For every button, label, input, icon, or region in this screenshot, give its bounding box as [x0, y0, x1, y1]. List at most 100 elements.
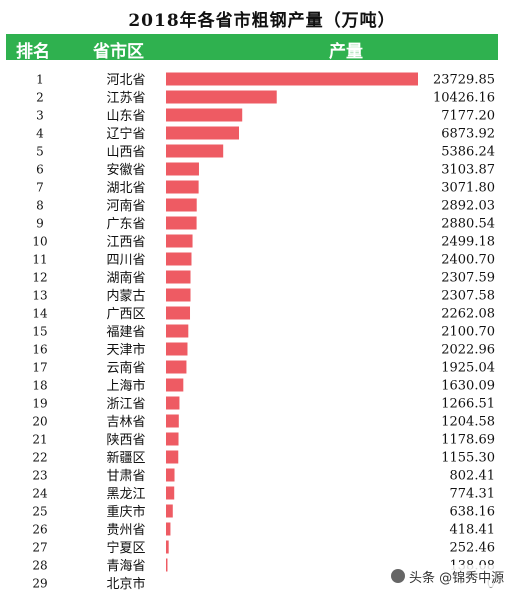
category-label: 新疆区	[106, 450, 145, 466]
category-label: 浙江省	[106, 397, 145, 412]
rank-label: 23	[32, 469, 47, 483]
category-label: 云南省	[106, 360, 145, 376]
category-label: 江苏省	[106, 90, 145, 106]
rank-label: 14	[32, 307, 48, 321]
value-label: 3071.80	[441, 181, 495, 196]
value-label: 6873.92	[441, 127, 495, 142]
rank-label: 7	[36, 181, 44, 195]
category-label: 辽宁省	[106, 126, 145, 142]
bar	[166, 180, 199, 194]
bar	[166, 234, 193, 248]
value-label: 774.31	[450, 487, 496, 502]
table-header: 排名 省市区 产量	[6, 34, 498, 62]
category-label: 吉林省	[106, 415, 145, 430]
rank-label: 29	[32, 577, 47, 591]
value-label: 2022.96	[441, 343, 495, 358]
bar	[166, 342, 188, 356]
bar	[166, 306, 191, 320]
category-label: 河南省	[106, 198, 145, 214]
category-label: 福建省	[106, 325, 145, 340]
bar	[166, 504, 173, 518]
category-label: 湖北省	[106, 181, 145, 196]
rank-label: 24	[32, 487, 48, 501]
bar	[166, 360, 187, 374]
bar	[166, 324, 189, 338]
bar	[166, 414, 179, 428]
rank-label: 26	[32, 523, 47, 537]
rank-label: 15	[32, 325, 47, 339]
value-label: 2307.59	[441, 271, 495, 286]
bar	[166, 162, 199, 176]
bar	[166, 198, 197, 212]
rank-label: 25	[32, 505, 47, 519]
bar	[166, 108, 243, 122]
account-icon	[391, 569, 405, 583]
header-rank: 排名	[16, 42, 50, 62]
category-label: 北京市	[106, 576, 145, 592]
value-label: 7177.20	[441, 109, 495, 124]
rank-label: 5	[36, 145, 44, 159]
category-label: 贵州省	[106, 523, 145, 538]
rank-label: 18	[32, 379, 47, 393]
value-label: 1630.09	[441, 379, 495, 394]
rank-label: 21	[32, 433, 47, 447]
watermark-text: 头条 @锦秀中源	[409, 570, 505, 586]
bar	[166, 72, 418, 86]
value-label: 418.41	[450, 523, 496, 538]
header-output: 产量	[329, 42, 363, 62]
value-label: 5386.24	[441, 145, 495, 160]
rank-label: 17	[32, 361, 47, 375]
rank-label: 4	[36, 127, 44, 141]
header-province: 省市区	[93, 42, 144, 62]
category-label: 宁夏区	[106, 540, 145, 556]
bar	[166, 126, 239, 140]
category-label: 湖南省	[106, 270, 145, 286]
category-label: 陕西省	[106, 433, 145, 448]
category-label: 天津市	[106, 342, 145, 358]
rank-label: 6	[36, 163, 44, 177]
bar	[166, 288, 191, 302]
bar	[166, 90, 277, 104]
value-label: 10426.16	[433, 91, 495, 106]
category-label: 甘肃省	[106, 469, 145, 484]
category-label: 黑龙江	[106, 487, 145, 502]
value-label: 1178.69	[441, 433, 495, 448]
rank-label: 3	[36, 109, 44, 123]
category-label: 重庆市	[106, 504, 145, 520]
value-label: 2499.18	[441, 235, 495, 250]
value-label: 3103.87	[441, 163, 495, 178]
value-label: 2100.70	[441, 325, 495, 340]
watermark: 头条 @锦秀中源	[387, 565, 521, 587]
bar	[166, 522, 171, 536]
category-label: 山西省	[106, 145, 145, 160]
bar	[166, 144, 224, 158]
rank-label: 13	[32, 289, 47, 303]
bar	[166, 468, 175, 482]
value-label: 23729.85	[433, 73, 495, 88]
value-label: 1155.30	[441, 451, 495, 466]
value-label: 2262.08	[441, 307, 495, 322]
value-label: 2307.58	[441, 289, 495, 304]
bar	[166, 216, 197, 230]
chart-title: 2018年各省市粗钢产量（万吨）	[128, 11, 396, 31]
category-label: 青海省	[106, 559, 145, 574]
category-label: 江西省	[106, 235, 145, 250]
value-label: 2880.54	[441, 217, 495, 232]
rank-label: 16	[32, 343, 47, 357]
value-label: 1266.51	[441, 397, 495, 412]
rank-label: 1	[36, 73, 44, 87]
value-label: 252.46	[450, 541, 496, 556]
category-label: 内蒙古	[106, 288, 145, 304]
bar	[166, 540, 169, 554]
value-label: 1204.58	[441, 415, 495, 430]
rank-label: 27	[32, 541, 47, 555]
rank-label: 19	[32, 397, 47, 411]
category-label: 山东省	[106, 109, 145, 124]
rank-label: 22	[32, 451, 47, 465]
value-label: 802.41	[450, 469, 496, 484]
rank-label: 10	[32, 235, 47, 249]
bar	[166, 432, 179, 446]
category-label: 广东省	[106, 217, 145, 232]
bar	[166, 486, 175, 500]
category-label: 上海市	[106, 378, 145, 394]
